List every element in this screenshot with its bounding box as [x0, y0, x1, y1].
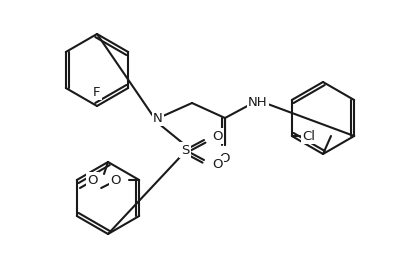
Text: O: O	[111, 173, 121, 186]
Text: O: O	[212, 157, 222, 170]
Text: Cl: Cl	[302, 130, 315, 143]
Text: F: F	[93, 86, 101, 99]
Text: O: O	[212, 130, 222, 143]
Text: O: O	[220, 152, 230, 165]
Text: O: O	[87, 173, 98, 186]
Text: N: N	[153, 111, 163, 124]
Text: S: S	[181, 144, 189, 156]
Text: NH: NH	[248, 96, 268, 109]
